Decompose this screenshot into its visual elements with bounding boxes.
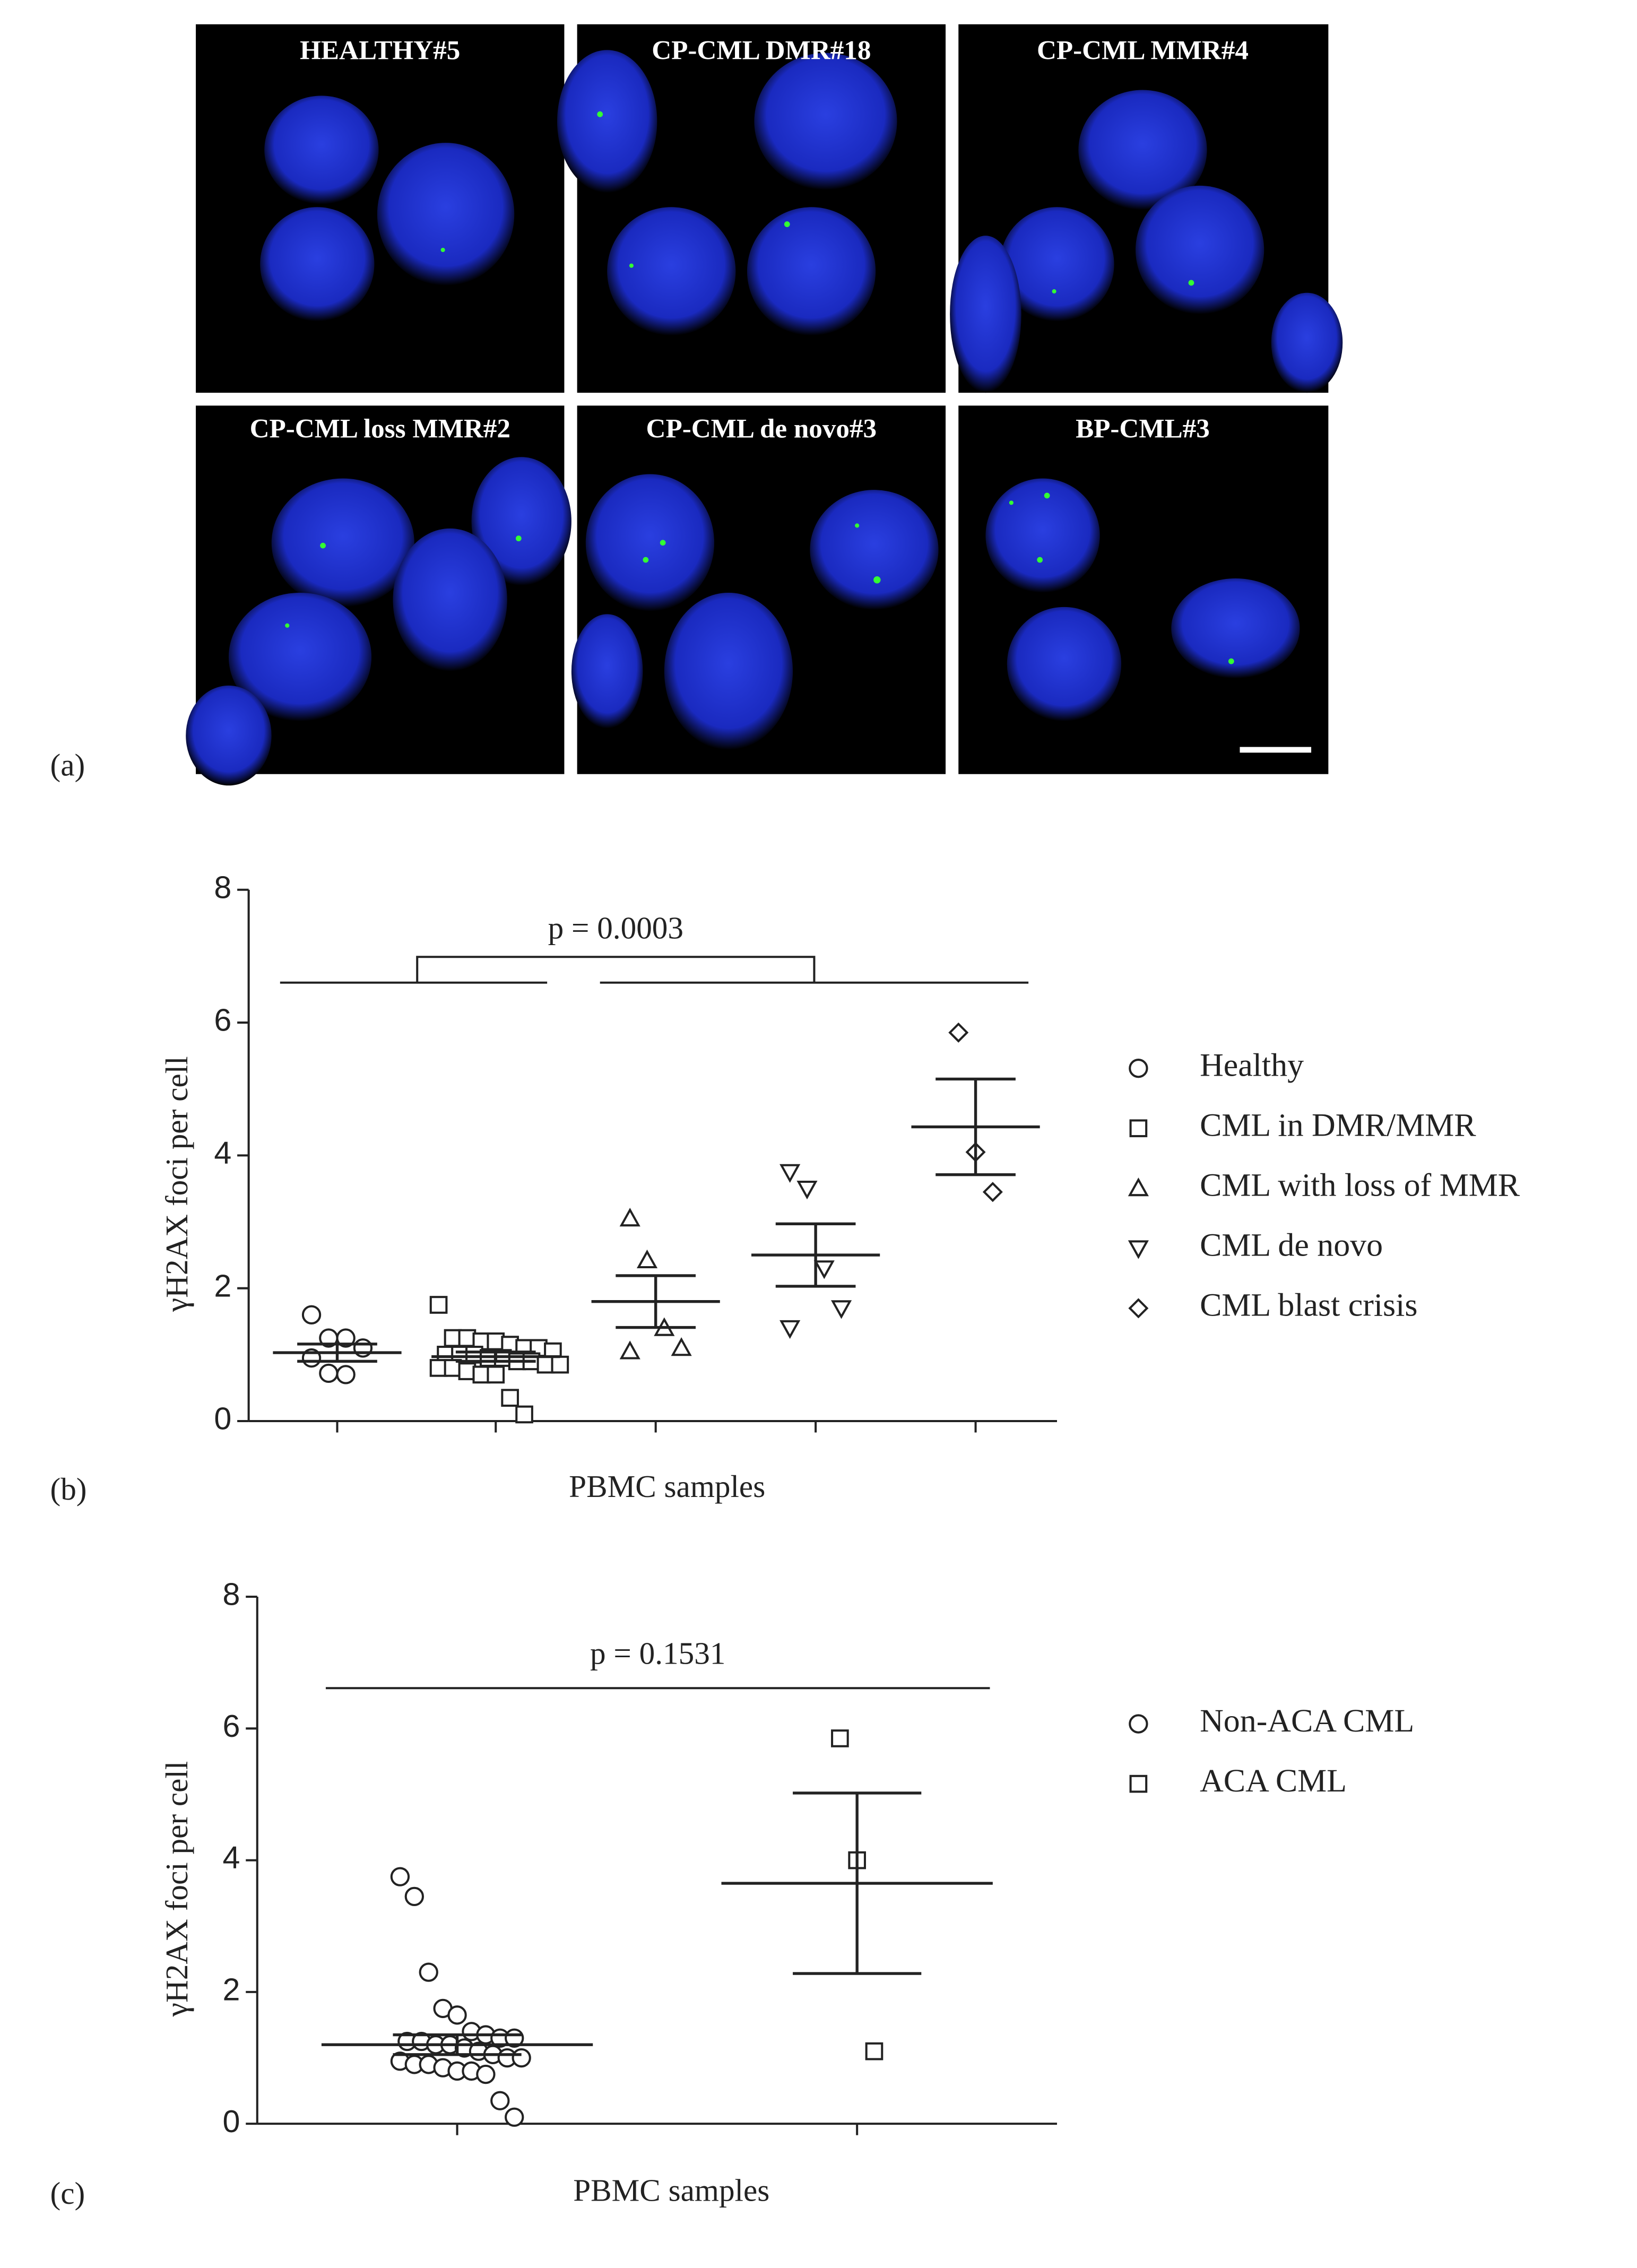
- y-tick-label: 8: [214, 869, 231, 905]
- data-point: [671, 1337, 692, 1356]
- legend-label: Non-ACA CML: [1200, 1703, 1414, 1739]
- y-tick-label: 4: [214, 1135, 231, 1171]
- data-point: [865, 2042, 884, 2061]
- y-tick-label: 8: [223, 1577, 240, 1612]
- data-point: [515, 1405, 533, 1424]
- data-point: [636, 1249, 658, 1269]
- legend-marker: [1129, 1059, 1148, 1078]
- legend-marker: [1129, 1714, 1148, 1734]
- data-point: [779, 1320, 801, 1339]
- data-point: [501, 1389, 519, 1407]
- data-point: [429, 1296, 448, 1314]
- data-point: [505, 2107, 524, 2127]
- image-title: CP-CML de novo#3: [646, 414, 877, 444]
- x-axis-label: PBMC samples: [573, 2173, 769, 2208]
- data-point: [982, 1182, 1003, 1202]
- data-point: [813, 1260, 835, 1279]
- image-title: HEALTHY#5: [300, 35, 460, 65]
- image-title: CP-CML loss MMR#2: [250, 414, 510, 444]
- data-point: [336, 1365, 356, 1384]
- legend-marker: [1128, 1240, 1149, 1259]
- data-point: [447, 2005, 467, 2025]
- legend-label: CML with loss of MMR: [1200, 1167, 1520, 1203]
- panel-label: (b): [50, 1471, 87, 1507]
- data-point: [319, 1363, 339, 1383]
- y-tick-label: 4: [223, 1840, 240, 1875]
- data-point: [830, 1300, 852, 1319]
- y-axis-label: γH2AX foci per cell: [159, 1056, 194, 1312]
- data-point: [390, 1867, 410, 1886]
- y-tick-label: 0: [214, 1401, 231, 1436]
- data-point: [472, 1365, 491, 1384]
- data-point: [301, 1305, 322, 1325]
- legend-marker: [1128, 1177, 1149, 1197]
- data-point: [779, 1164, 801, 1183]
- data-point: [619, 1207, 640, 1227]
- y-tick-label: 6: [223, 1708, 240, 1744]
- data-point: [512, 2048, 531, 2068]
- image-title: CP-CML MMR#4: [1037, 35, 1249, 65]
- legend-label: Healthy: [1200, 1047, 1304, 1083]
- data-point: [336, 1328, 356, 1348]
- legend-label: CML in DMR/MMR: [1200, 1107, 1476, 1143]
- image-title: CP-CML DMR#18: [652, 35, 871, 65]
- microscopy-images: [186, 24, 1343, 786]
- legend-label: ACA CML: [1200, 1763, 1347, 1799]
- data-point: [476, 2064, 496, 2084]
- data-point: [948, 1022, 969, 1043]
- data-point: [831, 1729, 849, 1747]
- y-axis-label: γH2AX foci per cell: [159, 1761, 194, 2018]
- legend-label: CML blast crisis: [1200, 1287, 1417, 1323]
- data-point: [487, 1365, 505, 1384]
- p-value: p = 0.0003: [548, 910, 683, 945]
- data-point: [490, 2091, 510, 2110]
- bracket-line: [416, 956, 816, 983]
- legend-marker: [1128, 1298, 1149, 1319]
- y-tick-label: 6: [214, 1002, 231, 1038]
- y-tick-label: 0: [223, 2103, 240, 2139]
- x-axis-label: PBMC samples: [569, 1469, 765, 1504]
- legend-marker: [1129, 1774, 1148, 1793]
- image-title: BP-CML#3: [1076, 414, 1210, 444]
- data-point: [419, 1962, 438, 1982]
- panel-label: (c): [50, 2176, 85, 2211]
- legend-label: CML de novo: [1200, 1227, 1383, 1263]
- data-point: [619, 1340, 640, 1360]
- panel-label: (a): [50, 748, 85, 783]
- data-point: [796, 1181, 818, 1200]
- y-tick-label: 2: [223, 1972, 240, 2007]
- data-point: [551, 1355, 569, 1374]
- legend-marker: [1129, 1119, 1148, 1138]
- data-point: [404, 1886, 424, 1907]
- y-tick-label: 2: [214, 1268, 231, 1303]
- p-value: p = 0.1531: [590, 1636, 725, 1671]
